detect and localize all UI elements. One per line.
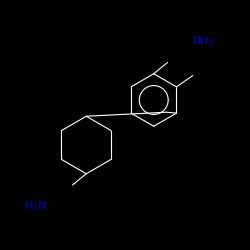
Text: NH$_2$: NH$_2$: [192, 34, 215, 48]
Text: H$_2$N: H$_2$N: [24, 199, 47, 213]
